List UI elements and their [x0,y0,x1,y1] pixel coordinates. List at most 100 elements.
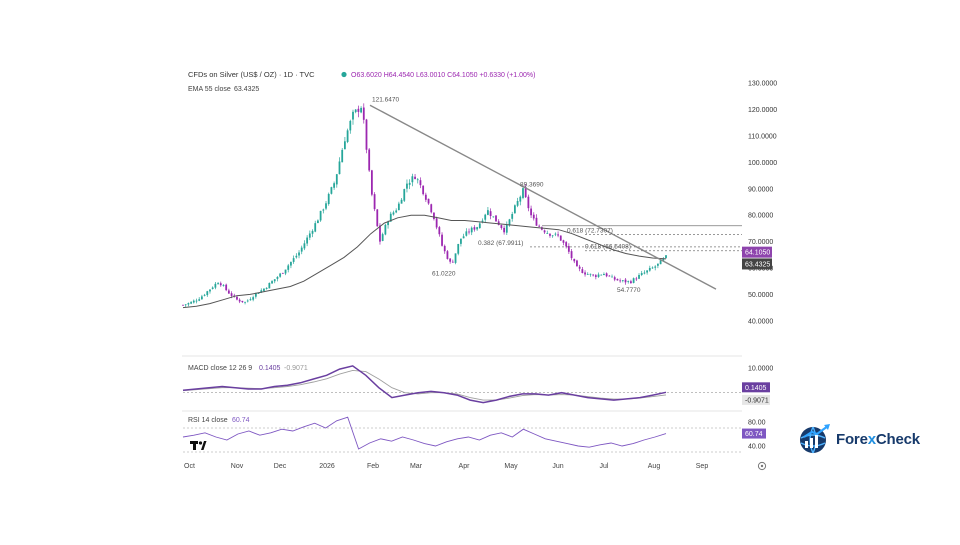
x-tick-label: Feb [367,463,379,470]
candle-body [406,183,408,189]
market-status-icon [341,71,347,78]
candle-body [505,224,508,233]
candle-body [395,210,398,213]
price-annotation: 0.618 (72.7307) [567,227,613,234]
price-annotation: 0.618 (66.5408) [585,244,631,251]
candle-body [376,209,379,227]
candle-body [662,258,665,261]
rsi-header-value: 60.74 [232,417,250,424]
candle-body [586,274,589,275]
candle-body [578,266,581,269]
candle-body [411,176,414,183]
candle-body [640,273,643,275]
candle-body [481,220,484,223]
x-tick-label: May [504,463,518,470]
candle-body [635,278,638,280]
rsi-pane: 80.00 40.00 RSI 14 close 60.74 60.74 [182,410,766,453]
candle-body [473,227,476,230]
x-tick-label: Jun [552,463,563,470]
price-badge [742,246,772,258]
candle-body [225,284,228,291]
candle-body [414,176,416,180]
candle-body [643,272,646,274]
candle-body [287,265,290,270]
candle-body [495,215,497,222]
candle-body [581,269,584,273]
ema-value: 63.4325 [234,86,259,93]
candle-body [273,279,276,282]
trendline[interactable] [369,104,717,290]
candle-body [203,294,206,296]
candle-body [306,237,309,244]
rsi-badge-label: 60.74 [745,431,763,438]
candle-body [511,214,514,219]
forexcheck-globe-icon [800,424,830,454]
candle-body [492,216,495,218]
candle-body [422,185,425,195]
candle-body [300,247,303,252]
x-tick-label: Nov [231,463,244,470]
y-tick-label: 130.0000 [748,81,777,88]
macd-header-value-2: -0.9071 [284,365,308,372]
y-tick-label: 40.0000 [748,318,773,325]
candle-body [206,291,209,296]
candles [182,103,667,307]
candle-body [433,212,435,219]
candle-body [659,260,662,265]
candle-body [608,275,611,277]
candle-body [327,193,330,205]
candle-body [419,180,422,186]
candle-body [198,299,201,301]
rsi-y-tick-label: 80.00 [748,420,766,427]
candle-body [211,287,214,289]
y-tick-label: 90.0000 [748,186,773,193]
candle-body [449,258,452,262]
candle-body [522,188,524,198]
candle-body [543,230,546,233]
x-tick-label: Mar [410,463,423,470]
candle-body [451,261,454,263]
candle-body [441,234,443,246]
y-tick-label: 100.0000 [748,160,777,167]
candle-body [254,293,257,297]
candle-body [584,272,586,275]
candle-body [227,290,230,294]
candle-body [589,273,592,275]
candle-body [565,242,568,247]
settings-icon[interactable] [757,461,767,471]
candle-body [443,245,446,252]
candle-body [317,220,319,224]
candle-body [241,300,244,303]
candle-body [546,233,549,234]
price-badge [742,258,772,270]
x-tick-label: Apr [459,463,471,470]
candle-body [605,273,608,277]
candle-body [621,280,624,282]
y-tick-label: 50.0000 [748,292,773,299]
candle-body [519,196,522,202]
candle-body [200,296,203,300]
candle-body [322,209,325,211]
candle-body [335,174,338,185]
candle-body [368,149,371,171]
price-pane: 121.6470 89.3690 61.0220 54.7770 0.382 (67.9… [182,70,777,325]
candle-body [381,234,384,241]
candle-body [508,219,511,226]
candle-body [619,280,622,282]
price-annotation: 121.6470 [372,96,399,103]
rsi-line [182,416,667,450]
candle-body [435,218,438,228]
candle-body [362,107,365,120]
candle-body [630,281,632,284]
candle-body [438,227,441,235]
candle-body [594,275,597,277]
candle-body [457,243,460,254]
candle-body [476,227,479,230]
macd-y-tick-label: 10.0000 [748,365,773,372]
candle-body [263,288,265,291]
macd-badges: 0.1405 -0.9071 [742,382,770,405]
candle-body [389,213,392,222]
price-y-axis: 130.0000 120.0000 110.0000 100.0000 90.0000 8… [748,81,777,326]
rsi-badge [742,428,766,439]
